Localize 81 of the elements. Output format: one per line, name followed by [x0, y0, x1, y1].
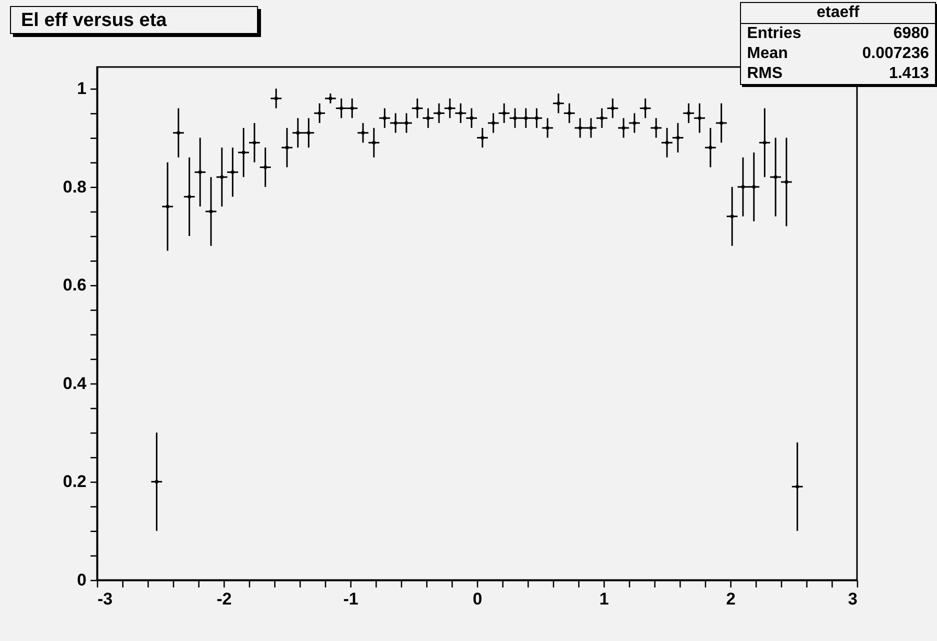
point [220, 176, 224, 179]
point [514, 116, 516, 120]
point [676, 136, 680, 140]
x-tick-label: 0 [472, 590, 482, 608]
point [611, 106, 614, 110]
text: 6980 [893, 25, 929, 43]
point [296, 131, 300, 134]
point [556, 102, 560, 105]
point [328, 96, 332, 100]
x-tick-label: -3 [98, 590, 113, 608]
x-tick-label: 2 [726, 590, 736, 608]
point [394, 122, 398, 125]
y-tick-label: 1 [77, 79, 86, 98]
point [198, 170, 202, 174]
point [286, 146, 288, 150]
text: etaeff [741, 3, 935, 24]
point [318, 112, 322, 115]
point [730, 214, 734, 218]
point [242, 151, 246, 154]
point [752, 185, 756, 188]
point [459, 112, 462, 115]
point [404, 122, 408, 125]
point [546, 126, 550, 130]
x-tick-label: -1 [343, 590, 358, 608]
point [307, 131, 310, 134]
point [622, 126, 626, 130]
point [720, 122, 723, 125]
point [166, 205, 170, 208]
point [535, 116, 538, 120]
point [252, 141, 256, 144]
point [796, 485, 799, 488]
point [416, 106, 419, 110]
point [448, 106, 452, 110]
point [426, 116, 430, 120]
point [774, 176, 778, 179]
chart-title: El eff versus eta [10, 6, 258, 34]
x-tick-label: -2 [216, 590, 232, 608]
point [654, 126, 658, 130]
point [502, 112, 506, 115]
point [784, 180, 788, 184]
y-tick-label: 0.6 [62, 276, 86, 295]
point [155, 480, 158, 484]
annotation: RMS [747, 65, 783, 83]
x-tick-label: 3 [848, 590, 858, 608]
point [644, 106, 647, 110]
y-tick-label: 0.2 [62, 472, 86, 492]
point [708, 146, 712, 150]
text: Mean [747, 45, 788, 63]
text: 1.413 [888, 65, 929, 83]
y-tick-label: 0.4 [62, 374, 88, 393]
point [372, 141, 376, 144]
point [632, 122, 636, 125]
point [362, 131, 364, 134]
point [524, 116, 528, 120]
point [274, 96, 278, 100]
point [687, 112, 690, 115]
y-tick-label: 0 [77, 570, 86, 590]
text: Entries [747, 25, 802, 43]
point [383, 116, 386, 120]
point [438, 112, 440, 115]
point [210, 210, 212, 213]
point [231, 170, 234, 174]
y-tick-label: 0.8 [62, 177, 86, 196]
point [742, 185, 744, 188]
text: 0.007236 [862, 45, 929, 63]
point [492, 122, 495, 125]
point [666, 141, 668, 144]
point [480, 136, 484, 140]
point [350, 106, 354, 110]
x-tick-label: 1 [599, 590, 609, 608]
point [188, 195, 191, 198]
point [176, 131, 180, 134]
point [470, 116, 474, 120]
point [698, 116, 702, 120]
point [600, 116, 604, 120]
point [568, 112, 571, 115]
point [340, 106, 343, 110]
point [578, 126, 582, 130]
point [264, 166, 267, 169]
point [763, 141, 766, 144]
point [590, 126, 592, 130]
